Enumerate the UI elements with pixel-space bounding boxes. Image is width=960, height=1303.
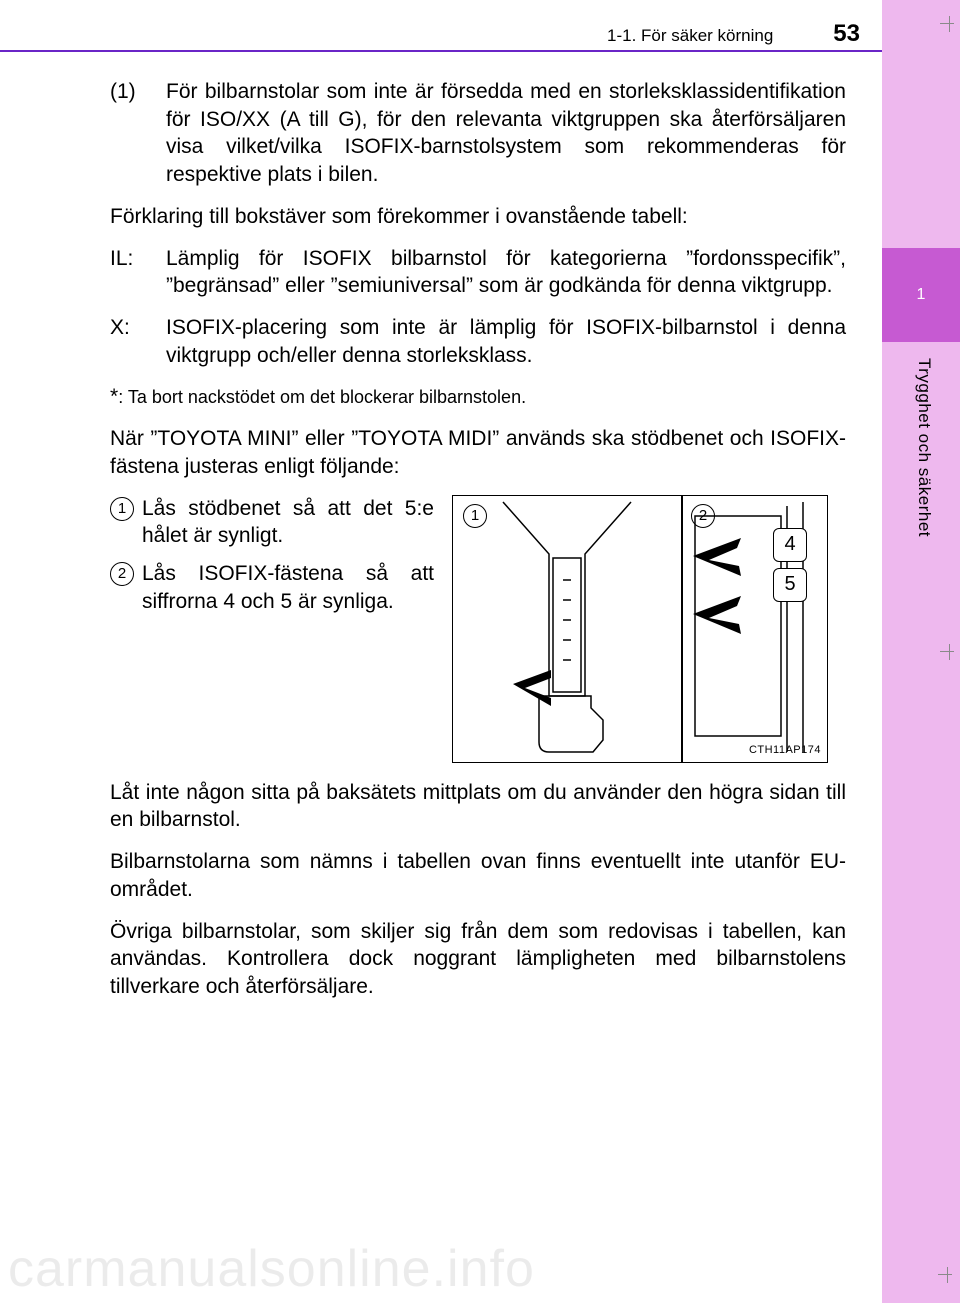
- cropmark-icon: [942, 644, 958, 660]
- item-label: (1): [110, 78, 166, 189]
- header-rule: [0, 50, 882, 52]
- step-list: 1 Lås stödbenet så att det 5:e hålet är …: [110, 495, 434, 763]
- other-seats-note: Övriga bilbarnstolar, som skiljer sig fr…: [110, 918, 846, 1001]
- cropmark-icon: [940, 1267, 956, 1283]
- definition-x: X: ISOFIX-placering som inte är lämplig …: [110, 314, 846, 369]
- figure-number-5: 5: [773, 568, 807, 602]
- footnote-text: : Ta bort nackstödet om det blockerar bi…: [118, 387, 526, 407]
- definition-label: IL:: [110, 245, 166, 300]
- footnote: *: Ta bort nackstödet om det blockerar b…: [110, 383, 846, 411]
- mini-midi-intro: När ”TOYOTA MINI” eller ”TOYOTA MIDI” an…: [110, 425, 846, 480]
- footnote-star: *: [110, 385, 118, 408]
- definition-label: X:: [110, 314, 166, 369]
- item-text: För bilbarnstolar som inte är försedda m…: [166, 78, 846, 189]
- step-1: 1 Lås stödbenet så att det 5:e hålet är …: [110, 495, 434, 550]
- step-badge: 1: [110, 497, 134, 521]
- explanation-intro: Förklaring till bokstäver som förekommer…: [110, 203, 846, 231]
- definition-il: IL: Lämplig för ISOFIX bilbarnstol för k…: [110, 245, 846, 300]
- section-number-tab: 1: [882, 248, 960, 342]
- support-leg-icon: [453, 496, 681, 764]
- watermark: carmanualsonline.info: [0, 1239, 960, 1303]
- figure-code: CTH11AP174: [749, 743, 821, 758]
- cropmark-icon: [942, 16, 958, 32]
- figure-number-4: 4: [773, 528, 807, 562]
- eu-availability-note: Bilbarnstolarna som nämns i tabellen ova…: [110, 848, 846, 903]
- page-number: 53: [833, 20, 860, 48]
- step-text: Lås stödbenet så att det 5:e hålet är sy…: [142, 495, 434, 550]
- step-2: 2 Lås ISOFIX-fästena så att siffrorna 4 …: [110, 560, 434, 615]
- illustration: 1 2: [452, 495, 828, 763]
- section-label: Trygghet och säkerhet: [914, 358, 934, 537]
- step-figure-row: 1 Lås stödbenet så att det 5:e hålet är …: [110, 495, 846, 763]
- mid-seat-warning: Låt inte någon sitta på baksätets mittpl…: [110, 779, 846, 834]
- page-header: 1-1. För säker körning 53: [0, 20, 880, 50]
- page: 1 Trygghet och säkerhet 1-1. För säker k…: [0, 0, 960, 1303]
- step-badge: 2: [110, 562, 134, 586]
- step-text: Lås ISOFIX-fästena så att siffrorna 4 oc…: [142, 560, 434, 615]
- definition-text: ISOFIX-placering som inte är lämplig för…: [166, 314, 846, 369]
- content-area: (1) För bilbarnstolar som inte är försed…: [110, 78, 846, 1015]
- breadcrumb: 1-1. För säker körning: [607, 26, 773, 46]
- numbered-item-1: (1) För bilbarnstolar som inte är försed…: [110, 78, 846, 189]
- definition-text: Lämplig för ISOFIX bilbarnstol för kateg…: [166, 245, 846, 300]
